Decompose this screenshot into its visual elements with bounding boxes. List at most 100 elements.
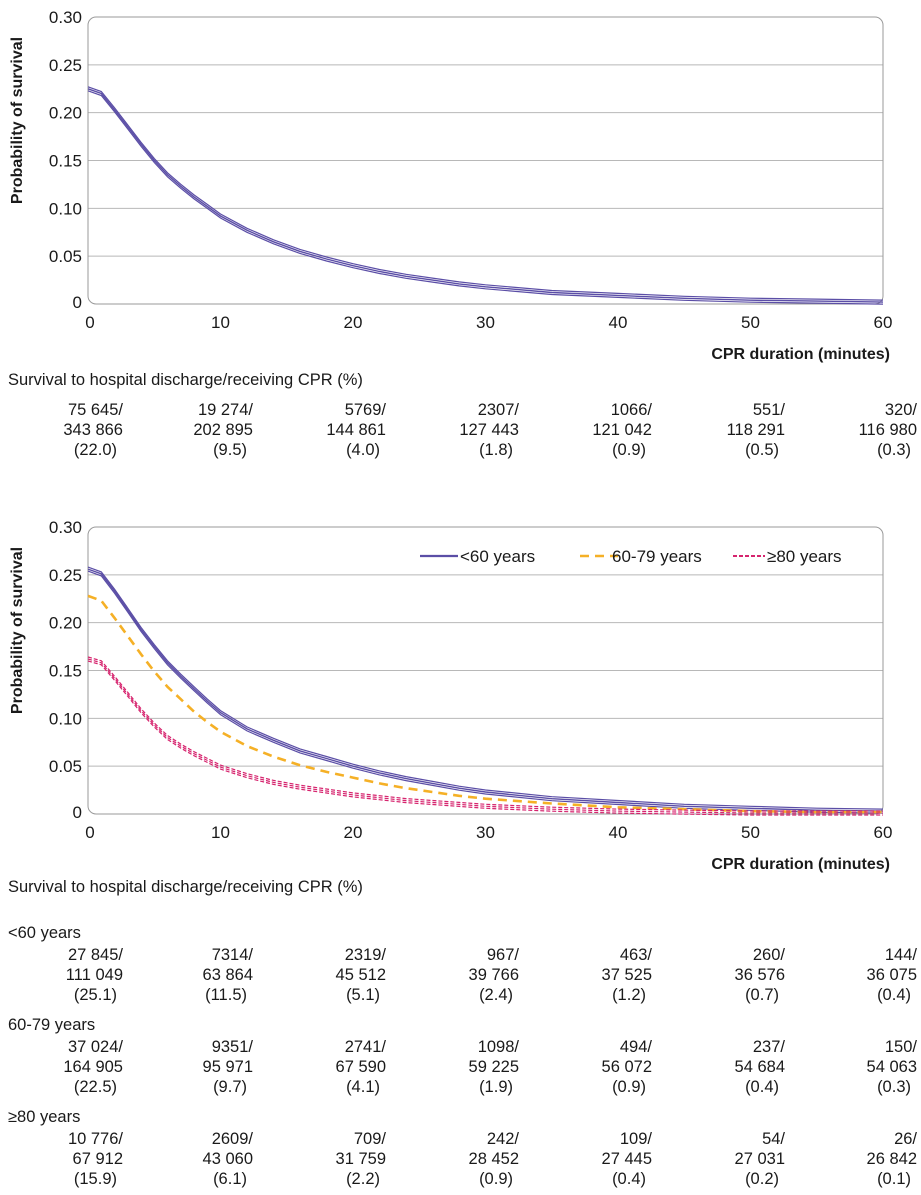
table-cell: 54/27 031 (0.2): [665, 1129, 785, 1189]
y-axis-label: Probability of survival: [9, 547, 26, 714]
cpr-count: 54 063: [866, 1058, 917, 1076]
table-cell: 1066/121 042 (0.9): [532, 400, 652, 460]
table-cell: 463/37 525 (1.2): [532, 945, 652, 1005]
legend-item: ≥80 years: [733, 547, 842, 566]
cpr-count: 37 525: [601, 966, 652, 984]
table-cell: 2319/45 512 (5.1): [266, 945, 386, 1005]
legend-item: <60 years: [420, 547, 535, 566]
cpr-count: 26 842: [866, 1150, 917, 1168]
survivor-count: 10 776/: [67, 1130, 123, 1148]
survival-percent: (1.9): [479, 1078, 513, 1096]
x-tick-label: 20: [344, 823, 363, 842]
table-cell: 10 776/67 912 (15.9): [3, 1129, 123, 1189]
legend-label: ≥80 years: [767, 547, 842, 566]
plot-frame: [87, 526, 884, 815]
table-row: 75 645/343 866 (22.0) 19 274/202 895 (9.5) 5…: [0, 400, 921, 466]
y-axis-label: Probability of survival: [9, 37, 26, 204]
survivor-count: 75 645/: [67, 401, 123, 419]
y-tick-label: 0.10: [49, 199, 82, 218]
survival-percent: (2.4): [479, 986, 513, 1004]
x-tick-label: 0: [85, 313, 94, 332]
survivor-count: 26/: [894, 1130, 917, 1148]
survivor-count: 9351/: [211, 1038, 253, 1056]
survivor-count: 27 845/: [67, 946, 123, 964]
table-cell: 967/39 766 (2.4): [399, 945, 519, 1005]
cpr-count: 43 060: [202, 1150, 253, 1168]
cpr-count: 45 512: [335, 966, 386, 984]
table-cell: 5769/144 861 (4.0): [266, 400, 386, 460]
y-tick-label: 0.30: [49, 518, 82, 537]
table-cell: 242/28 452 (0.9): [399, 1129, 519, 1189]
survivor-count: 37 024/: [67, 1038, 123, 1056]
table-cell: 1098/59 225 (1.9): [399, 1037, 519, 1097]
x-axis-label: CPR duration (minutes): [711, 346, 890, 363]
legend-item: 60-79 years: [580, 547, 702, 566]
table-cell: 19 274/202 895 (9.5): [133, 400, 253, 460]
cpr-count: 95 971: [202, 1058, 253, 1076]
survival-percent: (0.4): [745, 1078, 779, 1096]
cpr-count: 121 042: [592, 421, 652, 439]
cpr-count: 116 980: [858, 421, 917, 439]
survivor-count: 320/: [884, 401, 917, 419]
cpr-count: 67 912: [72, 1150, 123, 1168]
survival-percent: (0.3): [877, 1078, 911, 1096]
y-tick-label: 0.25: [49, 566, 82, 585]
legend-label: 60-79 years: [612, 547, 702, 566]
survivor-count: 260/: [752, 946, 785, 964]
x-tick-label: 50: [741, 823, 760, 842]
table-cell: 2307/127 443 (1.8): [399, 400, 519, 460]
survival-percent: (0.4): [612, 1170, 646, 1188]
table-cell: 320/116 980 (0.3): [797, 400, 917, 460]
table-caption: Survival to hospital discharge/receiving…: [8, 878, 363, 896]
y-tick-label: 0.30: [49, 8, 82, 27]
survivor-count: 1098/: [477, 1038, 519, 1056]
table-cell: 2741/67 590 (4.1): [266, 1037, 386, 1097]
table-row: 27 845/111 049 (25.1) 7314/63 864 (11.5) 231…: [0, 945, 921, 1011]
survivor-count: 463/: [619, 946, 652, 964]
series-survival-line: [87, 86, 884, 305]
cpr-count: 63 864: [202, 966, 253, 984]
cpr-count: 54 684: [734, 1058, 785, 1076]
cpr-count: 144 861: [326, 421, 386, 439]
y-tick-label: 0.15: [49, 662, 82, 681]
table-cell: 37 024/164 905 (22.5): [3, 1037, 123, 1097]
table-cell: 109/27 445 (0.4): [532, 1129, 652, 1189]
survival-percent: (0.9): [612, 441, 646, 459]
table-cell: 9351/95 971 (9.7): [133, 1037, 253, 1097]
survivor-count: 709/: [353, 1130, 386, 1148]
table-cell: 2609/43 060 (6.1): [133, 1129, 253, 1189]
x-tick-label: 50: [741, 313, 760, 332]
survivor-count: 967/: [486, 946, 519, 964]
y-tick-label: 0.25: [49, 56, 82, 75]
cpr-count: 28 452: [468, 1150, 519, 1168]
series-60-79-years-line: [87, 594, 883, 814]
survival-percent: (0.3): [877, 441, 911, 459]
cpr-count: 39 766: [468, 966, 519, 984]
cpr-count: 202 895: [193, 421, 253, 439]
cpr-count: 59 225: [468, 1058, 519, 1076]
survivor-count: 5769/: [344, 401, 386, 419]
survivor-count: 242/: [486, 1130, 519, 1148]
survival-percent: (0.7): [745, 986, 779, 1004]
x-tick-label: 60: [874, 823, 893, 842]
survival-chart-overall: 0 0.05 0.10 0.15 0.20 0.25 0.30 0 10 20 30 40 50 60 Pr…: [9, 8, 892, 363]
survival-percent: (2.2): [346, 1170, 380, 1188]
cpr-count: 27 031: [734, 1150, 785, 1168]
table-cell: 75 645/343 866 (22.0): [3, 400, 123, 460]
survival-percent: (22.5): [73, 1078, 117, 1096]
survival-percent: (9.7): [213, 1078, 247, 1096]
table-cell: 150/54 063 (0.3): [797, 1037, 917, 1097]
y-tick-label: 0.05: [49, 757, 82, 776]
cpr-count: 31 759: [335, 1150, 386, 1168]
plot-frame: [87, 16, 884, 305]
survivor-count: 144/: [884, 946, 917, 964]
survival-percent: (0.9): [612, 1078, 646, 1096]
survival-percent: (11.5): [205, 986, 247, 1004]
table-cell: 27 845/111 049 (25.1): [3, 945, 123, 1005]
survival-percent: (1.2): [612, 986, 646, 1004]
table-cell: 494/56 072 (0.9): [532, 1037, 652, 1097]
cpr-count: 343 866: [63, 421, 123, 439]
table-row: 37 024/164 905 (22.5) 9351/95 971 (9.7) 2741…: [0, 1037, 921, 1103]
cpr-count: 111 049: [65, 966, 123, 984]
survivor-count: 494/: [619, 1038, 652, 1056]
